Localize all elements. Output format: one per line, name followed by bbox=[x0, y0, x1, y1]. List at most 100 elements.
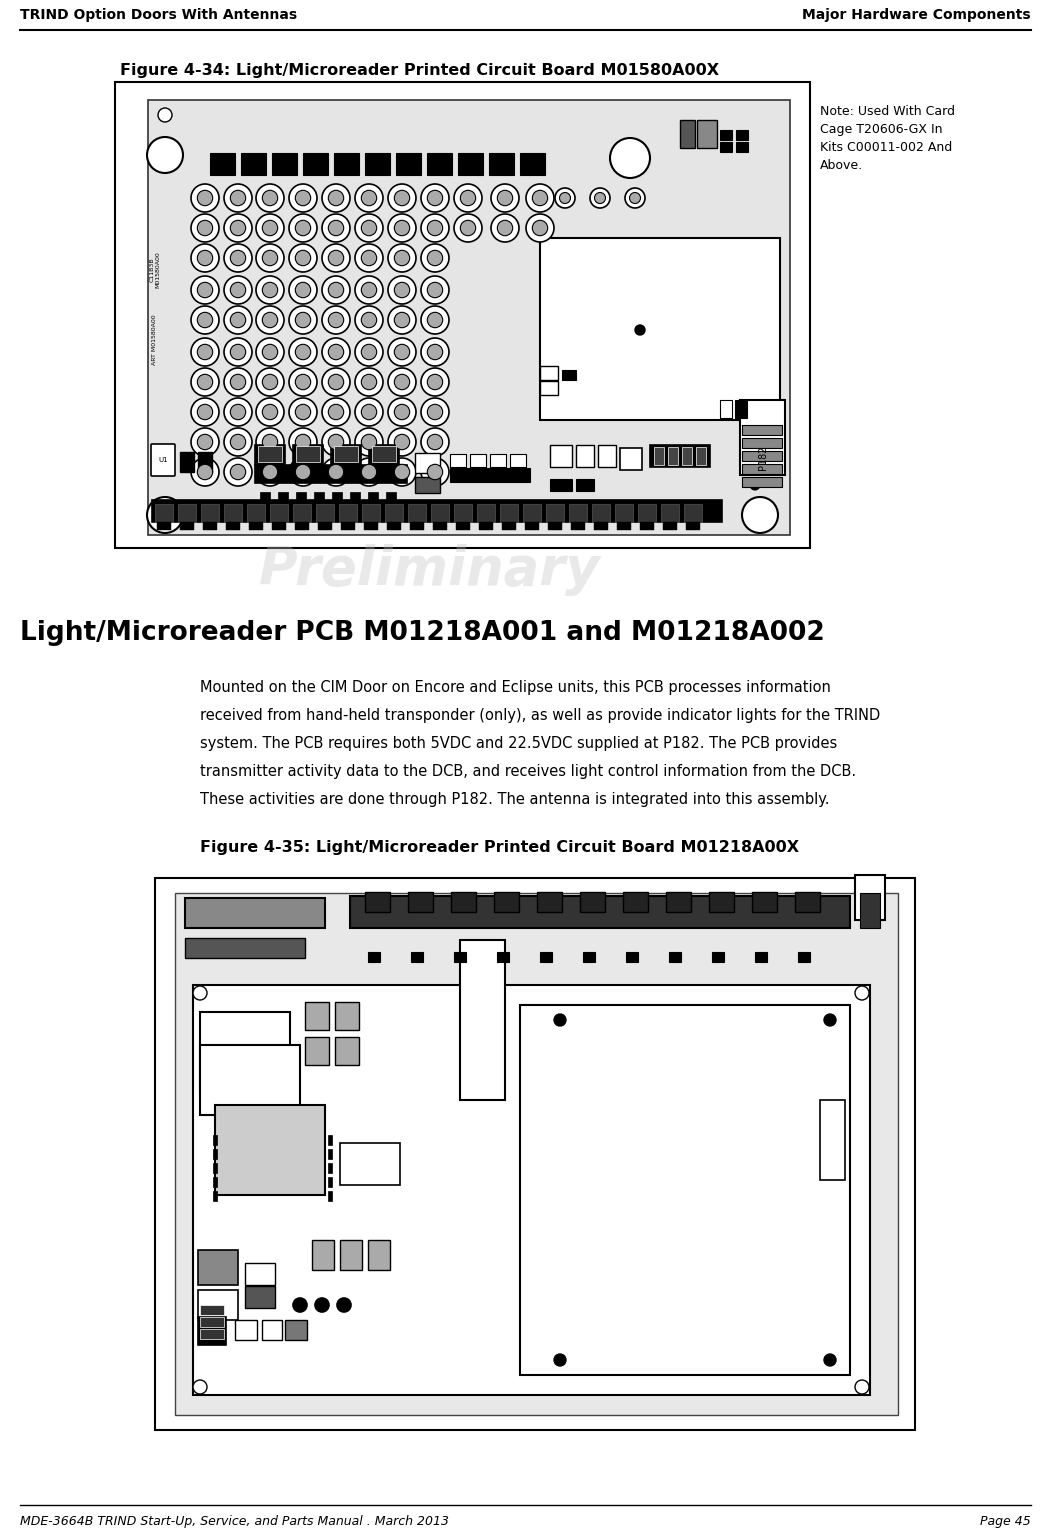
Circle shape bbox=[256, 276, 284, 303]
Bar bbox=[200, 1305, 224, 1314]
Text: Light/Microreader PCB M01218A001 and M01218A002: Light/Microreader PCB M01218A001 and M01… bbox=[20, 620, 825, 647]
Circle shape bbox=[198, 434, 212, 450]
Bar bbox=[368, 1239, 390, 1270]
Bar bbox=[198, 1250, 238, 1285]
Bar bbox=[740, 400, 785, 475]
Circle shape bbox=[328, 434, 344, 450]
Circle shape bbox=[428, 282, 442, 297]
Bar bbox=[115, 83, 810, 548]
Circle shape bbox=[750, 480, 760, 490]
Circle shape bbox=[230, 345, 246, 360]
Circle shape bbox=[388, 306, 416, 334]
Circle shape bbox=[362, 313, 376, 328]
Circle shape bbox=[421, 458, 449, 486]
Bar bbox=[550, 480, 572, 490]
Bar bbox=[427, 153, 452, 175]
Circle shape bbox=[256, 458, 284, 486]
Circle shape bbox=[394, 434, 410, 450]
Bar bbox=[154, 504, 173, 522]
Bar bbox=[742, 464, 782, 473]
Bar bbox=[200, 1013, 290, 1089]
Bar bbox=[200, 1328, 224, 1339]
Circle shape bbox=[230, 404, 246, 420]
Bar bbox=[450, 467, 530, 483]
Bar bbox=[296, 492, 306, 502]
Bar bbox=[709, 892, 734, 912]
Bar bbox=[341, 1239, 362, 1270]
Bar bbox=[387, 522, 401, 530]
Bar bbox=[583, 951, 595, 962]
Circle shape bbox=[595, 193, 605, 204]
Circle shape bbox=[191, 339, 219, 366]
Circle shape bbox=[388, 458, 416, 486]
Circle shape bbox=[295, 221, 311, 236]
Bar bbox=[215, 1105, 325, 1195]
Circle shape bbox=[610, 138, 650, 178]
Circle shape bbox=[497, 190, 513, 205]
Circle shape bbox=[328, 345, 344, 360]
Circle shape bbox=[322, 458, 350, 486]
Circle shape bbox=[328, 374, 344, 389]
Text: Page 45: Page 45 bbox=[981, 1515, 1031, 1529]
Circle shape bbox=[230, 464, 246, 480]
Circle shape bbox=[388, 398, 416, 426]
Circle shape bbox=[295, 282, 311, 297]
Text: MDE-3664B TRIND Start-Up, Service, and Parts Manual . March 2013: MDE-3664B TRIND Start-Up, Service, and P… bbox=[20, 1515, 449, 1529]
Bar bbox=[520, 1005, 850, 1376]
Bar bbox=[272, 522, 286, 530]
Circle shape bbox=[460, 190, 476, 205]
Bar bbox=[456, 522, 470, 530]
Bar bbox=[154, 878, 915, 1429]
Bar bbox=[213, 1135, 217, 1144]
Text: TRIND Option Doors With Antennas: TRIND Option Doors With Antennas bbox=[20, 8, 297, 21]
Bar bbox=[249, 522, 263, 530]
Circle shape bbox=[428, 190, 442, 205]
Circle shape bbox=[256, 398, 284, 426]
Bar bbox=[279, 492, 288, 502]
Text: Mounted on the CIM Door on Encore and Eclipse units, this PCB processes informat: Mounted on the CIM Door on Encore and Ec… bbox=[200, 680, 831, 696]
Circle shape bbox=[497, 221, 513, 236]
Circle shape bbox=[198, 250, 212, 265]
Circle shape bbox=[198, 313, 212, 328]
Circle shape bbox=[362, 282, 376, 297]
Bar bbox=[669, 951, 681, 962]
Circle shape bbox=[263, 313, 277, 328]
Circle shape bbox=[198, 345, 212, 360]
Bar bbox=[497, 951, 509, 962]
Circle shape bbox=[191, 398, 219, 426]
Bar bbox=[540, 381, 558, 395]
Circle shape bbox=[322, 244, 350, 273]
Circle shape bbox=[394, 404, 410, 420]
Bar bbox=[296, 446, 320, 463]
Circle shape bbox=[263, 345, 277, 360]
Circle shape bbox=[224, 276, 252, 303]
Circle shape bbox=[362, 190, 376, 205]
Bar bbox=[856, 875, 885, 921]
Bar bbox=[270, 504, 288, 522]
Bar bbox=[540, 366, 558, 380]
Circle shape bbox=[224, 398, 252, 426]
Circle shape bbox=[824, 1014, 836, 1026]
Circle shape bbox=[230, 221, 246, 236]
Bar bbox=[200, 1318, 224, 1327]
Bar bbox=[494, 892, 519, 912]
Circle shape bbox=[224, 214, 252, 242]
Bar bbox=[201, 504, 219, 522]
FancyBboxPatch shape bbox=[151, 444, 176, 476]
Bar bbox=[210, 153, 235, 175]
Bar bbox=[293, 504, 311, 522]
Circle shape bbox=[355, 214, 383, 242]
Bar bbox=[386, 492, 396, 502]
Circle shape bbox=[263, 374, 277, 389]
Circle shape bbox=[532, 221, 548, 236]
Bar bbox=[328, 1149, 332, 1160]
Circle shape bbox=[559, 193, 571, 204]
Bar bbox=[226, 522, 240, 530]
Circle shape bbox=[295, 250, 311, 265]
Bar bbox=[176, 893, 898, 1416]
Circle shape bbox=[421, 398, 449, 426]
Bar bbox=[339, 504, 357, 522]
Circle shape bbox=[421, 427, 449, 457]
Bar bbox=[372, 446, 396, 463]
Bar bbox=[368, 951, 380, 962]
